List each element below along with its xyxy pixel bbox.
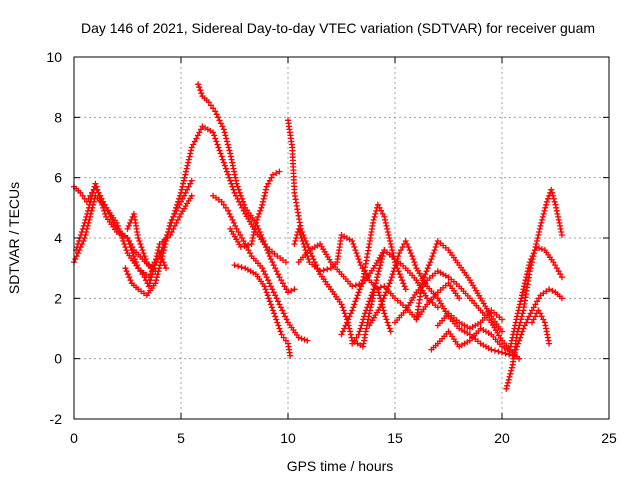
trace-markers xyxy=(227,168,283,250)
trace-track-19 xyxy=(434,307,505,332)
axis-ticks xyxy=(73,56,610,420)
y-tick-label: 10 xyxy=(46,49,62,65)
y-axis-label: SDTVAR / TECUs xyxy=(6,182,22,294)
trace-track-22 xyxy=(511,286,565,356)
trace-markers xyxy=(511,286,565,356)
y-tick-label: 4 xyxy=(54,230,62,246)
x-tick-label: 15 xyxy=(387,430,403,446)
trace-track-9 xyxy=(231,262,294,359)
trace-track-12 xyxy=(295,241,388,290)
x-tick-label: 10 xyxy=(280,430,296,446)
y-tick-label: 8 xyxy=(54,109,62,125)
trace-markers xyxy=(428,325,516,356)
trace-track-2 xyxy=(71,183,195,290)
trace-markers xyxy=(434,307,505,332)
chart-title: Day 146 of 2021, Sidereal Day-to-day VTE… xyxy=(81,20,595,36)
x-tick-label: 20 xyxy=(494,430,510,446)
y-tick-label: 6 xyxy=(54,170,62,186)
x-tick-label: 5 xyxy=(177,430,185,446)
trace-track-11 xyxy=(291,225,394,335)
x-tick-labels: 0 5 10 15 20 25 xyxy=(70,430,617,446)
trace-markers xyxy=(291,225,394,335)
y-tick-label: -2 xyxy=(50,411,63,427)
trace-markers xyxy=(529,307,553,347)
trace-track-21 xyxy=(507,244,565,350)
trace-markers xyxy=(122,177,195,299)
x-axis-label: GPS time / hours xyxy=(287,458,394,474)
trace-track-23 xyxy=(529,307,553,347)
trace-track-20 xyxy=(503,186,565,392)
trace-markers xyxy=(507,244,565,350)
trace-track-17 xyxy=(413,238,505,335)
trace-track-4 xyxy=(122,177,195,299)
y-tick-label: 2 xyxy=(54,290,62,306)
x-tick-label: 25 xyxy=(601,430,617,446)
trace-markers xyxy=(195,81,298,296)
trace-markers xyxy=(413,238,505,335)
trace-track-15 xyxy=(366,238,516,359)
trace-markers xyxy=(210,192,311,344)
trace-markers xyxy=(71,183,195,290)
trace-track-6 xyxy=(195,81,298,296)
trace-markers xyxy=(295,241,388,290)
data-traces xyxy=(71,81,565,392)
trace-markers xyxy=(503,186,565,392)
trace-track-18 xyxy=(428,325,516,356)
trace-markers xyxy=(231,262,294,359)
trace-markers xyxy=(73,180,169,272)
x-tick-label: 0 xyxy=(70,430,78,446)
trace-track-7 xyxy=(210,192,311,344)
trace-track-5 xyxy=(124,210,159,275)
trace-markers xyxy=(124,210,159,275)
trace-markers xyxy=(366,238,516,359)
y-tick-label: 0 xyxy=(54,351,62,367)
trace-track-8 xyxy=(227,168,283,250)
y-tick-labels: -2 0 2 4 6 8 10 xyxy=(46,49,62,427)
trace-track-3 xyxy=(73,180,169,272)
